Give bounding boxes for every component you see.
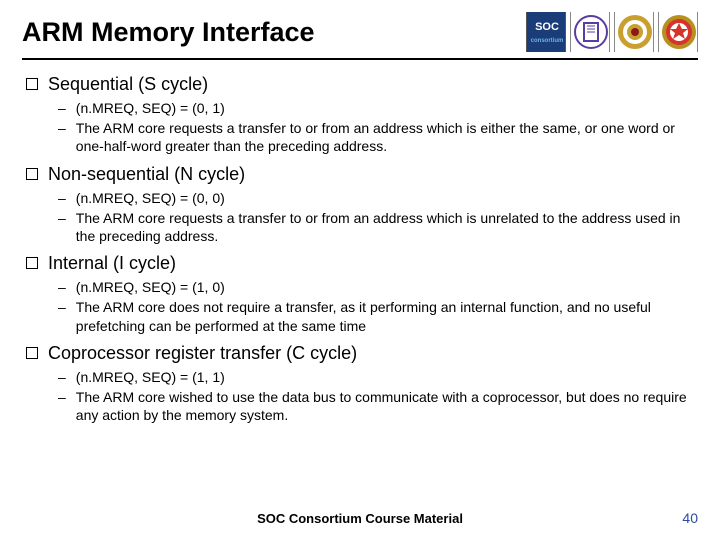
slide: ARM Memory Interface SOC consortium Seque… bbox=[0, 0, 720, 540]
sub-item-text: The ARM core requests a transfer to or f… bbox=[76, 209, 698, 245]
sub-item-text: The ARM core does not require a transfer… bbox=[76, 298, 698, 334]
section: Sequential (S cycle) –(n.MREQ, SEQ) = (0,… bbox=[26, 74, 698, 156]
dash-icon: – bbox=[58, 368, 66, 386]
section: Coprocessor register transfer (C cycle) –… bbox=[26, 343, 698, 425]
slide-title: ARM Memory Interface bbox=[22, 17, 315, 48]
bullet-square-icon bbox=[26, 347, 38, 359]
sub-item-text: (n.MREQ, SEQ) = (0, 1) bbox=[76, 99, 225, 117]
dash-icon: – bbox=[58, 298, 66, 316]
soc-logo: SOC consortium bbox=[526, 12, 566, 52]
sub-items: –(n.MREQ, SEQ) = (1, 0)–The ARM core doe… bbox=[26, 278, 698, 335]
section: Non-sequential (N cycle) –(n.MREQ, SEQ) =… bbox=[26, 164, 698, 246]
header: ARM Memory Interface SOC consortium bbox=[22, 12, 698, 60]
section-heading-text: Coprocessor register transfer (C cycle) bbox=[48, 343, 357, 364]
section-heading: Internal (I cycle) bbox=[26, 253, 698, 274]
section: Internal (I cycle) –(n.MREQ, SEQ) = (1, 0… bbox=[26, 253, 698, 335]
bullet-square-icon bbox=[26, 257, 38, 269]
svg-text:consortium: consortium bbox=[531, 38, 564, 44]
sub-items: –(n.MREQ, SEQ) = (0, 0)–The ARM core req… bbox=[26, 189, 698, 246]
sub-item: –(n.MREQ, SEQ) = (1, 1) bbox=[58, 368, 698, 386]
gold-seal-1 bbox=[614, 12, 654, 52]
dash-icon: – bbox=[58, 99, 66, 117]
purple-logo bbox=[570, 12, 610, 52]
gold-seal-2 bbox=[658, 12, 698, 52]
sub-item: –The ARM core does not require a transfe… bbox=[58, 298, 698, 334]
dash-icon: – bbox=[58, 388, 66, 406]
dash-icon: – bbox=[58, 278, 66, 296]
dash-icon: – bbox=[58, 189, 66, 207]
content: Sequential (S cycle)–(n.MREQ, SEQ) = (0,… bbox=[22, 74, 698, 424]
section-heading: Non-sequential (N cycle) bbox=[26, 164, 698, 185]
page-number: 40 bbox=[682, 510, 698, 526]
svg-text:SOC: SOC bbox=[535, 21, 559, 33]
sub-item-text: The ARM core wished to use the data bus … bbox=[76, 388, 698, 424]
bullet-square-icon bbox=[26, 168, 38, 180]
sub-items: –(n.MREQ, SEQ) = (1, 1)–The ARM core wis… bbox=[26, 368, 698, 425]
footer-text: SOC Consortium Course Material bbox=[0, 511, 720, 526]
section-heading-text: Sequential (S cycle) bbox=[48, 74, 208, 95]
sub-items: –(n.MREQ, SEQ) = (0, 1)–The ARM core req… bbox=[26, 99, 698, 156]
sub-item: –The ARM core requests a transfer to or … bbox=[58, 119, 698, 155]
bullet-square-icon bbox=[26, 78, 38, 90]
sub-item-text: (n.MREQ, SEQ) = (0, 0) bbox=[76, 189, 225, 207]
sub-item: –(n.MREQ, SEQ) = (0, 1) bbox=[58, 99, 698, 117]
sub-item-text: The ARM core requests a transfer to or f… bbox=[76, 119, 698, 155]
dash-icon: – bbox=[58, 209, 66, 227]
section-heading: Coprocessor register transfer (C cycle) bbox=[26, 343, 698, 364]
section-heading-text: Non-sequential (N cycle) bbox=[48, 164, 245, 185]
logo-row: SOC consortium bbox=[526, 12, 698, 52]
sub-item-text: (n.MREQ, SEQ) = (1, 1) bbox=[76, 368, 225, 386]
sub-item: –(n.MREQ, SEQ) = (0, 0) bbox=[58, 189, 698, 207]
section-heading: Sequential (S cycle) bbox=[26, 74, 698, 95]
sub-item: –The ARM core requests a transfer to or … bbox=[58, 209, 698, 245]
section-heading-text: Internal (I cycle) bbox=[48, 253, 176, 274]
sub-item: –(n.MREQ, SEQ) = (1, 0) bbox=[58, 278, 698, 296]
sub-item: –The ARM core wished to use the data bus… bbox=[58, 388, 698, 424]
dash-icon: – bbox=[58, 119, 66, 137]
sub-item-text: (n.MREQ, SEQ) = (1, 0) bbox=[76, 278, 225, 296]
